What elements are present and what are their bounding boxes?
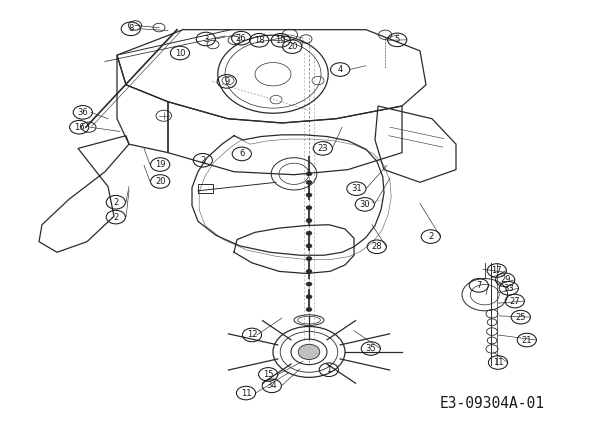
Circle shape xyxy=(306,244,312,248)
Text: 16: 16 xyxy=(74,123,85,132)
Text: 7: 7 xyxy=(476,281,481,290)
Circle shape xyxy=(306,193,312,197)
Text: 15: 15 xyxy=(263,370,274,379)
Text: 4: 4 xyxy=(338,65,343,74)
Text: 25: 25 xyxy=(515,312,526,322)
Text: 23: 23 xyxy=(317,144,328,153)
Text: 20: 20 xyxy=(155,177,166,186)
Text: 31: 31 xyxy=(351,184,362,193)
Text: 18: 18 xyxy=(254,36,265,45)
Text: 5: 5 xyxy=(395,35,400,45)
Text: 2: 2 xyxy=(428,232,433,241)
Text: 26: 26 xyxy=(236,33,247,43)
Circle shape xyxy=(306,307,312,312)
Circle shape xyxy=(306,269,312,273)
Text: 8: 8 xyxy=(128,24,133,33)
Text: 33: 33 xyxy=(503,284,514,293)
Text: 2: 2 xyxy=(200,156,205,165)
Text: 11: 11 xyxy=(493,358,503,367)
Circle shape xyxy=(306,206,312,210)
Circle shape xyxy=(306,218,312,223)
Circle shape xyxy=(306,172,312,176)
Text: 29: 29 xyxy=(500,275,511,285)
Circle shape xyxy=(306,257,312,261)
Text: 1: 1 xyxy=(326,365,331,374)
Text: 9: 9 xyxy=(224,77,229,86)
Circle shape xyxy=(306,180,312,184)
Text: 17: 17 xyxy=(491,266,502,275)
Circle shape xyxy=(306,231,312,235)
Text: 20: 20 xyxy=(287,42,298,51)
Text: 34: 34 xyxy=(266,381,277,391)
Text: 3: 3 xyxy=(203,34,208,44)
Text: 27: 27 xyxy=(509,296,520,306)
Text: 21: 21 xyxy=(521,335,532,345)
Circle shape xyxy=(306,282,312,286)
Text: 30: 30 xyxy=(359,200,370,209)
Text: 2: 2 xyxy=(113,198,118,207)
Text: 11: 11 xyxy=(241,388,251,398)
Text: 35: 35 xyxy=(365,344,376,353)
Circle shape xyxy=(306,295,312,299)
Text: 12: 12 xyxy=(247,330,257,340)
Text: 6: 6 xyxy=(239,149,244,159)
Text: 36: 36 xyxy=(77,108,88,117)
Text: 28: 28 xyxy=(371,242,382,251)
Text: E3-09304A-01: E3-09304A-01 xyxy=(439,396,545,411)
Text: 19: 19 xyxy=(155,160,166,169)
Text: 2: 2 xyxy=(113,212,118,222)
Circle shape xyxy=(298,344,320,360)
Text: 10: 10 xyxy=(175,48,185,58)
Text: 19: 19 xyxy=(275,36,286,45)
